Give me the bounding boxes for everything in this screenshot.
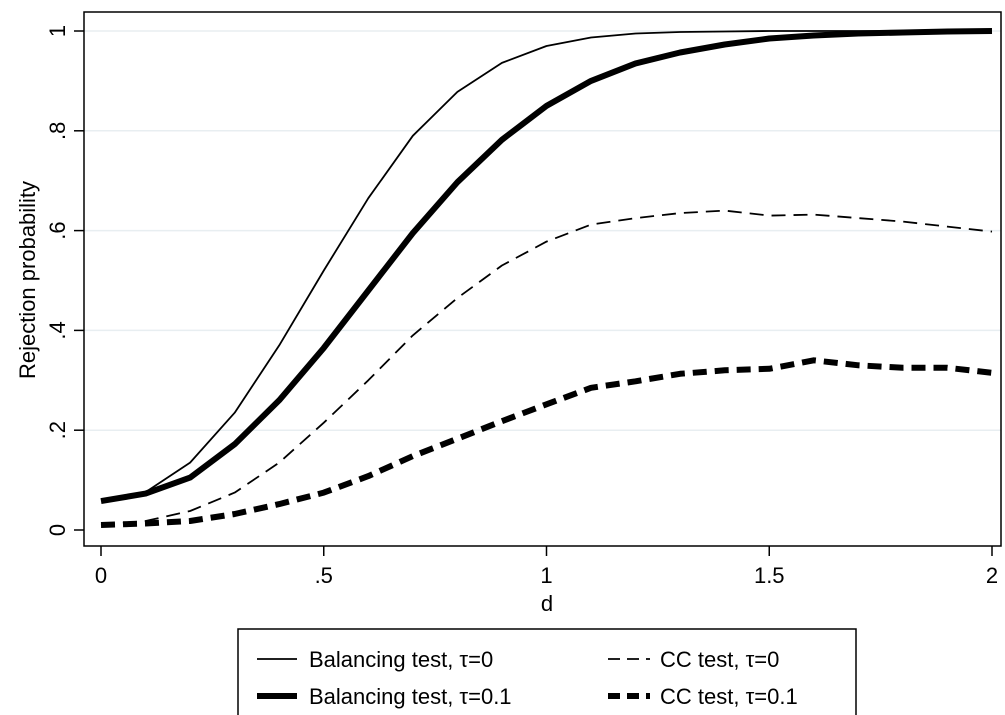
y-tick-label-3: .6 <box>45 221 70 239</box>
legend-label-2: CC test, τ=0 <box>660 647 779 672</box>
legend: Balancing test, τ=0 Balancing test, τ=0.1… <box>237 628 857 715</box>
legend-label-1: Balancing test, τ=0.1 <box>309 684 512 709</box>
x-axis-title: d <box>541 591 553 616</box>
y-tick-label-2: .4 <box>45 321 70 339</box>
x-tick-label-2: 1 <box>540 563 552 588</box>
y-tick-label-0: 0 <box>45 524 70 536</box>
series-lines <box>100 28 993 528</box>
x-tick-label-1: .5 <box>315 563 333 588</box>
plot-frame <box>83 11 1002 547</box>
legend-items: Balancing test, τ=0 Balancing test, τ=0.1… <box>257 647 798 709</box>
series-line-0 <box>100 30 992 501</box>
series-line-3 <box>100 357 993 528</box>
gridlines <box>84 30 1001 431</box>
legend-box <box>237 628 857 715</box>
y-tick-label-5: 1 <box>45 25 70 37</box>
x-axis-ticks: 0 .5 1 1.5 2 <box>95 546 998 588</box>
legend-label-3: CC test, τ=0.1 <box>660 684 798 709</box>
x-tick-label-3: 1.5 <box>754 563 785 588</box>
series-line-2 <box>100 209 993 526</box>
y-axis-title: Rejection probability <box>15 181 40 379</box>
legend-label-0: Balancing test, τ=0 <box>309 647 493 672</box>
x-tick-label-4: 2 <box>986 563 998 588</box>
x-tick-label-0: 0 <box>95 563 107 588</box>
series-line-1 <box>100 28 993 505</box>
y-tick-label-4: .8 <box>45 122 70 140</box>
y-axis-ticks: 0 .2 .4 .6 .8 1 <box>45 25 84 536</box>
y-tick-label-1: .2 <box>45 421 70 439</box>
